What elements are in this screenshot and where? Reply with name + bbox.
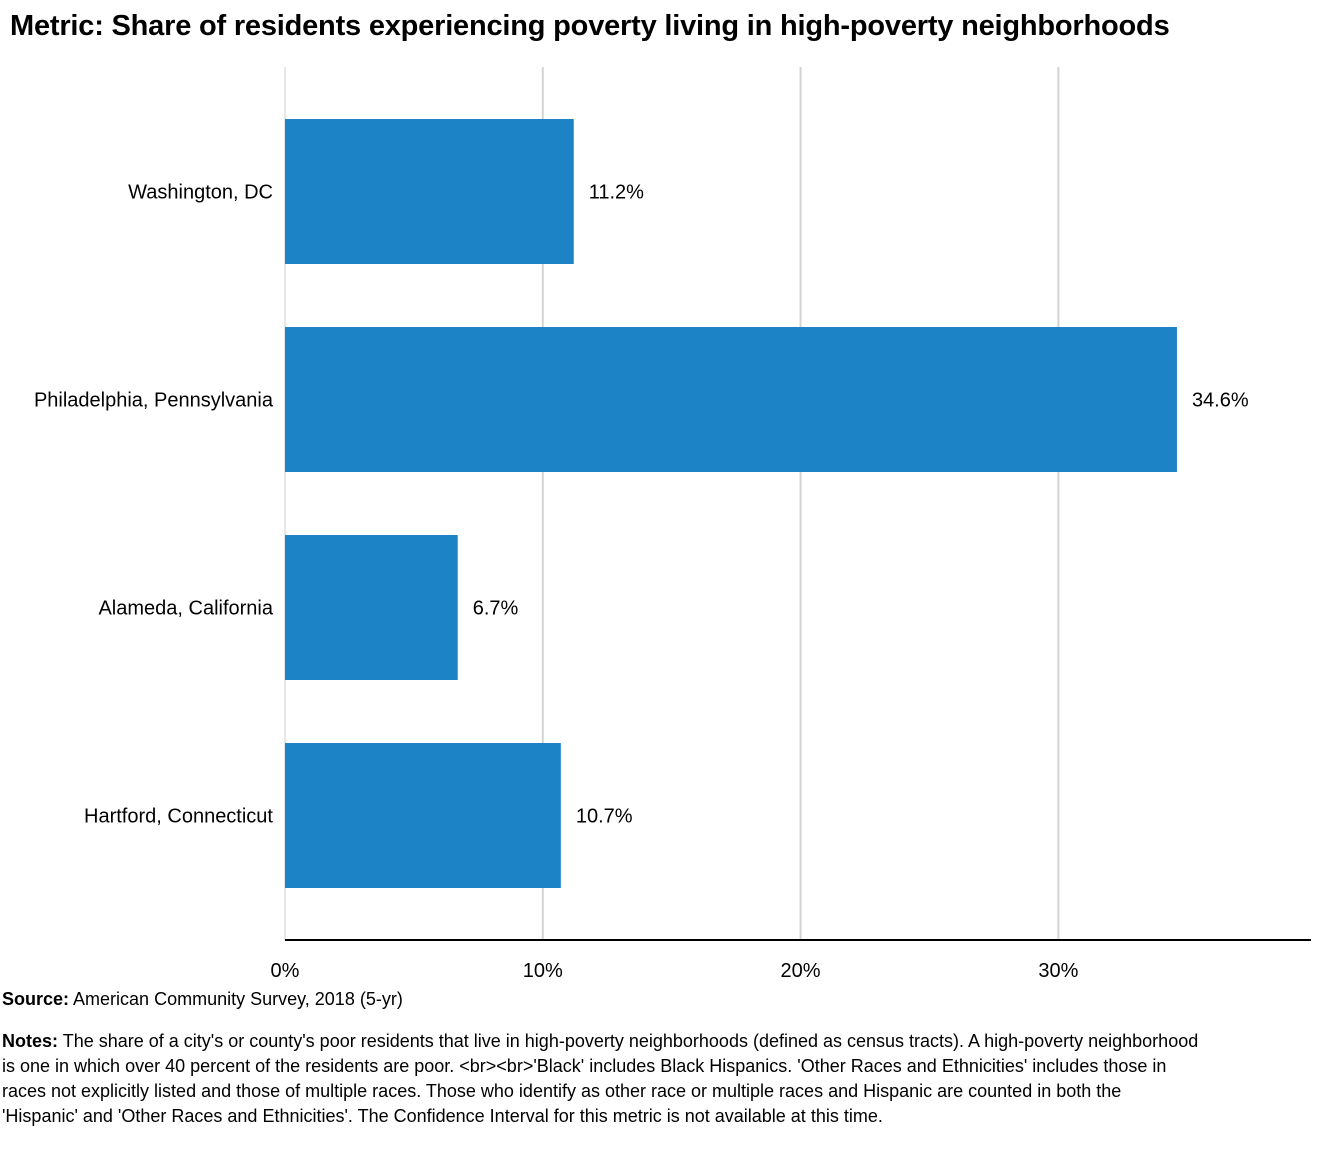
category-label: Alameda, California — [98, 598, 273, 620]
x-tick-label: 30% — [1038, 960, 1078, 982]
value-label: 6.7% — [473, 598, 519, 620]
category-label: Washington, DC — [128, 182, 273, 204]
value-label: 10.7% — [576, 806, 633, 828]
bars — [285, 119, 1177, 888]
value-labels: 11.2% 34.6% 6.7% 10.7% — [473, 182, 1249, 828]
x-tick-labels: 0% 10% 20% 30% — [271, 960, 1079, 982]
category-label: Hartford, Connecticut — [84, 806, 273, 828]
source-label: Source: — [2, 989, 70, 1009]
x-tick-label: 0% — [271, 960, 300, 982]
bar — [285, 119, 574, 264]
source-note: Source: American Community Survey, 2018 … — [2, 989, 403, 1010]
chart-title: Metric: Share of residents experiencing … — [10, 10, 1170, 42]
category-labels: Washington, DC Philadelphia, Pennsylvania… — [34, 182, 274, 828]
bar — [285, 327, 1177, 472]
value-label: 11.2% — [589, 182, 644, 204]
x-tick-label: 10% — [523, 960, 563, 982]
bar — [285, 743, 561, 888]
notes-label: Notes: — [2, 1031, 59, 1051]
source-text: American Community Survey, 2018 (5-yr) — [73, 989, 403, 1009]
value-label: 34.6% — [1192, 390, 1249, 412]
x-tick-label: 20% — [781, 960, 821, 982]
bar-chart: Washington, DC Philadelphia, Pennsylvania… — [34, 67, 1311, 982]
notes-text: The share of a city's or county's poor r… — [2, 1031, 1199, 1126]
bar — [285, 535, 458, 680]
notes: Notes: The share of a city's or county's… — [2, 1029, 1202, 1129]
category-label: Philadelphia, Pennsylvania — [34, 390, 274, 412]
